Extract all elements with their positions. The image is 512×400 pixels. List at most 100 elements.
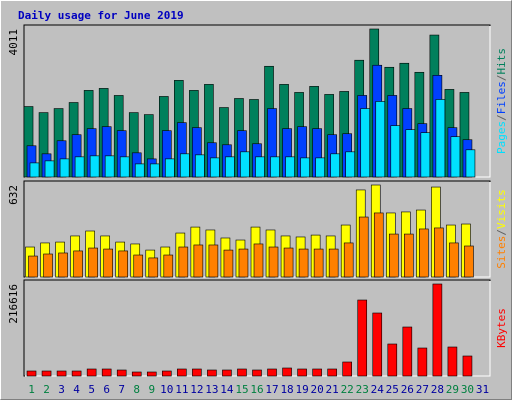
- bar: [88, 247, 98, 278]
- x-tick-label: 2: [43, 383, 50, 396]
- bar: [404, 233, 414, 278]
- bar: [180, 153, 190, 178]
- bar: [255, 156, 265, 178]
- bar: [420, 132, 431, 178]
- bar: [402, 326, 413, 377]
- bar: [373, 212, 384, 278]
- x-tick-label: 5: [88, 383, 95, 396]
- bar: [372, 312, 383, 377]
- legend-entry: KBytes: [495, 308, 508, 348]
- bar: [270, 156, 280, 178]
- x-tick-label: 20: [311, 383, 324, 396]
- x-tick-label: 31: [476, 383, 489, 396]
- x-tick-label: 26: [401, 383, 414, 396]
- bar: [285, 156, 295, 178]
- bar: [253, 243, 264, 278]
- bar: [449, 242, 459, 278]
- bar: [465, 149, 476, 178]
- bar: [252, 369, 262, 377]
- x-tick-label: 24: [371, 383, 385, 396]
- bar: [375, 101, 386, 178]
- bar: [330, 153, 340, 178]
- bar: [119, 156, 130, 178]
- bar: [223, 249, 234, 278]
- bar: [388, 233, 399, 278]
- chart-title: Daily usage for June 2019: [18, 9, 184, 22]
- legend-entry: Files: [495, 81, 508, 114]
- x-tick-label: 30: [461, 383, 474, 396]
- bar: [312, 368, 322, 377]
- x-tick-label: 15: [235, 383, 248, 396]
- x-tick-label: 11: [175, 383, 188, 396]
- bar: [134, 163, 145, 178]
- bar: [432, 283, 443, 377]
- x-tick-label: 22: [341, 383, 354, 396]
- x-tick-label: 18: [280, 383, 293, 396]
- legend-separator: /: [495, 229, 508, 236]
- legend: KBytes: [495, 308, 508, 348]
- bar: [162, 370, 172, 377]
- bar: [434, 227, 444, 278]
- x-tick-label: 28: [431, 383, 444, 396]
- legend-entry: Visits: [495, 189, 508, 229]
- bar: [327, 368, 337, 377]
- x-tick-label: 13: [205, 383, 218, 396]
- bar: [58, 252, 68, 278]
- bar: [450, 136, 461, 178]
- bar: [208, 244, 219, 278]
- bar: [300, 157, 310, 178]
- bar: [73, 250, 83, 278]
- bar: [118, 250, 129, 278]
- x-tick-label: 27: [416, 383, 429, 396]
- bar: [240, 151, 250, 178]
- bar: [178, 246, 189, 278]
- x-tick-label: 9: [148, 383, 155, 396]
- legend: Pages/Files/Hits: [495, 48, 508, 154]
- x-tick-label: 1: [28, 383, 35, 396]
- bar: [44, 160, 55, 178]
- bar: [237, 368, 247, 377]
- legend-entry: Sites: [495, 236, 508, 269]
- bar: [345, 151, 355, 178]
- bar: [28, 255, 38, 278]
- x-tick-label: 23: [356, 383, 369, 396]
- bar: [89, 155, 100, 178]
- bar: [405, 129, 416, 178]
- bar: [146, 371, 157, 377]
- bar: [131, 371, 142, 377]
- legend-separator: /: [495, 75, 508, 82]
- bar: [238, 248, 249, 278]
- legend: Sites/Visits: [495, 189, 508, 269]
- bar: [29, 162, 40, 178]
- bar: [74, 156, 85, 178]
- legend-entry: Hits: [495, 48, 508, 75]
- bar: [26, 370, 37, 377]
- bar: [462, 355, 473, 377]
- bar: [419, 228, 429, 278]
- bar: [149, 163, 160, 178]
- bar: [192, 368, 202, 377]
- x-tick-label: 7: [118, 383, 125, 396]
- x-tick-label: 4: [73, 383, 80, 396]
- y-tick-label: 216616: [7, 284, 20, 324]
- bar: [133, 254, 144, 278]
- bar: [343, 242, 354, 278]
- bar: [101, 368, 112, 377]
- bar: [357, 299, 368, 377]
- bar: [387, 343, 398, 377]
- bar: [435, 99, 446, 178]
- bar: [195, 154, 205, 178]
- bar: [358, 216, 369, 278]
- legend-entry: Pages: [495, 121, 508, 154]
- x-tick-label: 16: [250, 383, 263, 396]
- bar: [313, 248, 324, 278]
- x-tick-label: 3: [58, 383, 65, 396]
- x-tick-label: 19: [295, 383, 308, 396]
- x-tick-label: 25: [386, 383, 399, 396]
- bar: [283, 247, 294, 278]
- bar: [447, 346, 458, 377]
- bar: [268, 246, 279, 278]
- bar: [282, 367, 292, 377]
- bar: [328, 248, 339, 278]
